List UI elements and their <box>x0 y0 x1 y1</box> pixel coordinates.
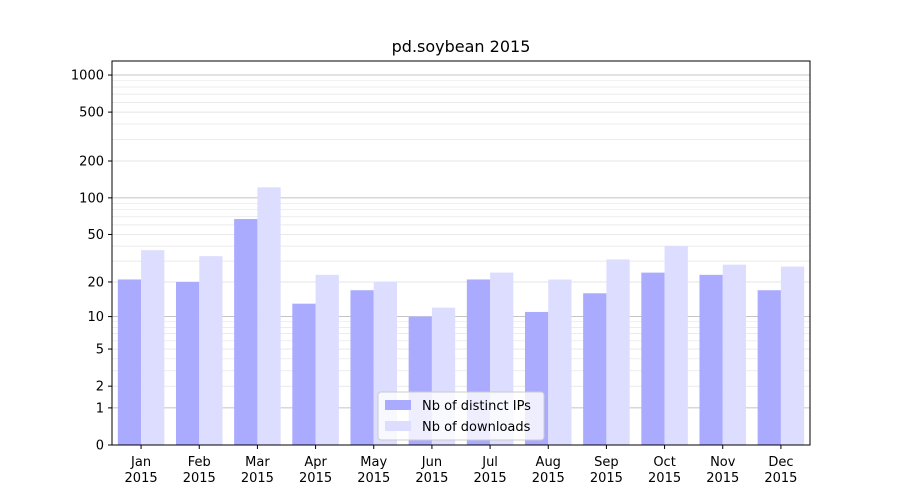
legend-label: Nb of downloads <box>422 420 531 435</box>
x-tick-label-year: 2015 <box>183 471 216 486</box>
legend: Nb of distinct IPs Nb of downloads <box>377 391 545 441</box>
bar-downloads <box>315 274 339 445</box>
legend-box <box>377 391 545 441</box>
bar-distinct-ips <box>757 290 781 445</box>
bar-distinct-ips <box>175 281 200 445</box>
y-tick-label: 1 <box>96 401 104 416</box>
x-tick-label-month: Mar <box>245 455 270 470</box>
y-tick-label: 10 <box>87 310 104 325</box>
x-tick-label-month: Sep <box>594 455 619 470</box>
x-tick-label-month: Nov <box>710 455 736 470</box>
bar-downloads <box>780 266 805 445</box>
x-tick-label-month: May <box>360 455 387 470</box>
chart-title: pd.soybean 2015 <box>392 37 531 56</box>
y-tick-label: 0 <box>96 439 104 454</box>
x-tick-label-year: 2015 <box>590 471 623 486</box>
x-tick-label-year: 2015 <box>357 471 390 486</box>
plot-frame <box>111 60 811 446</box>
x-tick-label-month: Apr <box>304 455 327 470</box>
x-tick-label-month: Aug <box>536 455 561 470</box>
x-tick-label-month: Dec <box>768 455 793 470</box>
bar-distinct-ips <box>583 293 607 445</box>
bar-distinct-ips <box>292 303 316 445</box>
y-tick-label: 200 <box>79 155 104 170</box>
x-tick-label-month: Jan <box>130 455 151 470</box>
bar-distinct-ips <box>641 272 665 445</box>
y-tick-label: 50 <box>87 228 104 243</box>
x-tick-label-year: 2015 <box>706 471 739 486</box>
y-tick-label: 20 <box>87 275 104 290</box>
bar-downloads <box>199 256 223 445</box>
y-tick-label: 2 <box>96 380 104 395</box>
x-tick-label-year: 2015 <box>299 471 332 486</box>
x-tick-label-year: 2015 <box>764 471 797 486</box>
y-tick-label: 5 <box>96 343 104 358</box>
bar-distinct-ips <box>117 279 142 445</box>
x-axis-ticks: Jan2015Feb2015Mar2015Apr2015May2015Jun20… <box>125 445 797 486</box>
bar-downloads <box>722 264 747 445</box>
bar-distinct-ips <box>234 219 258 445</box>
x-tick-label-year: 2015 <box>241 471 274 486</box>
x-tick-label-month: Jun <box>421 455 442 470</box>
y-tick-label: 100 <box>79 191 104 206</box>
bar-distinct-ips <box>350 290 374 445</box>
x-tick-label-year: 2015 <box>648 471 681 486</box>
x-tick-label-month: Jul <box>481 455 498 470</box>
bar-downloads <box>664 246 688 445</box>
bar-distinct-ips <box>699 274 723 445</box>
x-tick-label-month: Feb <box>188 455 211 470</box>
bar-downloads <box>548 279 572 445</box>
x-tick-label-year: 2015 <box>125 471 158 486</box>
y-axis-ticks: 0 1 2 5 10 20 50 100 200 500 1000 <box>71 69 112 454</box>
y-tick-label: 1000 <box>71 69 104 84</box>
bar-downloads <box>141 250 165 445</box>
bar-downloads <box>606 259 630 445</box>
legend-label: Nb of distinct IPs <box>422 399 531 414</box>
x-tick-label-year: 2015 <box>474 471 507 486</box>
legend-swatch <box>385 400 411 410</box>
bar-downloads <box>257 187 281 445</box>
x-tick-label-month: Oct <box>653 455 675 470</box>
x-tick-label-year: 2015 <box>415 471 448 486</box>
y-tick-label: 500 <box>79 106 104 121</box>
grid-lines <box>112 74 810 409</box>
legend-swatch <box>385 421 411 431</box>
x-tick-label-year: 2015 <box>532 471 565 486</box>
